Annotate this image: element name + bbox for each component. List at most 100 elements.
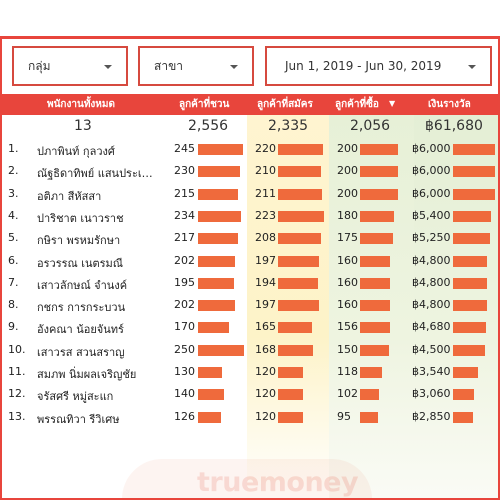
invited-bar [198,210,242,222]
purchased-value: 150 [337,342,358,356]
date-range-picker[interactable]: Jun 1, 2019 - Jun 30, 2019 [265,46,492,86]
invited-value: 250 [174,342,195,356]
sort-desc-icon[interactable]: ▼ [389,99,396,108]
invited-value: 195 [174,275,195,289]
registered-bar [278,322,313,334]
date-range-label: Jun 1, 2019 - Jun 30, 2019 [285,59,442,73]
purchased-value: 156 [337,320,358,334]
invited-bar [198,367,222,378]
table-row[interactable]: 5. กษิรา พรหมรักษา 217 208 175 ฿5,250 [2,227,498,249]
invited-value: 202 [174,253,195,267]
table-row[interactable]: 2. ณัฐธิดาทิพย์ แสนประเสริฐ 230 210 200 ฿6,00… [2,160,498,182]
registered-column-background [247,94,329,498]
group-dropdown[interactable]: กลุ่ม [12,46,128,86]
table-row[interactable]: 6. อรวรรณ เนตรมณี 202 197 160 ฿4,800 [2,250,498,272]
table-row[interactable]: 13. พรรณทิวา รีวิเศษ 126 120 95 ฿2,850 [2,406,498,428]
registered-bar [278,233,321,245]
col-header-purchased[interactable]: ลูกค้าที่ซื้อ [335,99,379,110]
purchased-bar [360,322,390,334]
registered-value: 197 [255,298,276,312]
table-row[interactable]: 7. เสาวลักษณ์ จำนงค์ 195 194 160 ฿4,800 [2,272,498,294]
employee-name: เสาวลักษณ์ จำนงค์ [37,278,128,292]
total-registered: 2,335 [268,118,309,134]
registered-bar [278,166,322,178]
invited-value: 130 [174,365,195,378]
purchased-value: 160 [337,298,358,312]
registered-value: 220 [255,142,276,155]
reward-bar [453,255,487,267]
row-rank: 8. [8,298,19,312]
chevron-down-icon [468,65,476,69]
invited-bar [198,233,238,245]
col-header-reward[interactable]: เงินรางวัล [428,99,471,110]
registered-bar [278,188,322,200]
reward-value: ฿4,800 [412,275,451,289]
table-row[interactable]: 1. ปภาพินท์ กุลวงศ์ 245 220 200 ฿6,000 [2,138,498,160]
invited-value: 126 [174,409,195,423]
registered-value: 210 [255,164,276,178]
row-rank: 10. [8,342,26,356]
table-row[interactable]: 11. สมภพ นิ่มผลเจริญชัย 130 120 118 ฿3,540 [2,361,498,383]
row-rank: 12. [8,387,26,401]
employee-name: สมภพ นิ่มผลเจริญชัย [37,368,137,381]
table-row[interactable]: 10. เสาวรส สวนสราญ 250 168 150 ฿4,500 [2,339,498,361]
invited-bar [198,389,224,401]
branch-dropdown-label: สาขา [154,58,184,73]
invited-bar [198,411,222,423]
filter-bar: กลุ่ม สาขา Jun 1, 2019 - Jun 30, 2019 [2,39,498,94]
purchased-column-background [329,94,414,498]
registered-value: 194 [255,275,276,289]
employee-name: ปาริชาต เนาวราช [37,211,124,225]
reward-bar [453,144,495,155]
employee-name: จรัสศรี หมู่สะแก [37,390,114,404]
registered-value: 197 [255,253,276,267]
reward-bar [453,411,473,423]
col-header-registered[interactable]: ลูกค้าที่สมัคร [257,99,313,110]
registered-bar [278,210,324,222]
row-rank: 7. [8,275,19,289]
table-row[interactable]: 4. ปาริชาต เนาวราช 234 223 180 ฿5,400 [2,205,498,227]
row-rank: 5. [8,231,19,245]
row-rank: 13. [8,409,26,423]
registered-value: 120 [255,409,276,423]
total-reward: ฿61,680 [425,118,483,134]
row-rank: 6. [8,253,19,267]
reward-bar [453,389,475,401]
dashboard-panel: กลุ่ม สาขา Jun 1, 2019 - Jun 30, 2019 พน… [0,36,500,500]
watermark-shape [122,459,372,498]
invited-bar [198,188,238,200]
purchased-bar [360,300,391,312]
employee-name: อังคณา น้อยจันทร์ [37,323,124,337]
reward-value: ฿4,800 [412,298,451,312]
purchased-value: 180 [337,208,358,222]
col-header-employee[interactable]: พนักงานทั้งหมด [47,99,115,110]
table-row[interactable]: 9. อังคณา น้อยจันทร์ 170 165 156 ฿4,680 [2,316,498,338]
purchased-value: 160 [337,253,358,267]
table-row[interactable]: 12. จรัสศรี หมู่สะแก 140 120 102 ฿3,060 [2,383,498,405]
reward-column-background [414,94,498,498]
purchased-value: 200 [337,186,358,200]
reward-bar [453,166,495,178]
group-dropdown-label: กลุ่ม [28,58,51,73]
table-row[interactable]: 8. กชกร การกระบวน 202 197 160 ฿4,800 [2,294,498,316]
registered-value: 165 [255,320,276,334]
reward-value: ฿6,000 [412,142,451,155]
invited-bar [198,277,234,289]
registered-bar [278,344,313,356]
invited-bar [198,255,236,267]
col-header-invited[interactable]: ลูกค้าที่ชวน [179,99,230,110]
reward-bar [453,188,495,200]
invited-value: 245 [174,142,195,155]
purchased-bar [360,144,398,155]
table-row[interactable]: 3. อติภา สีหัสสา 215 211 200 ฿6,000 [2,183,498,205]
purchased-bar [360,233,394,245]
reward-bar [453,300,487,312]
purchased-value: 200 [337,164,358,178]
table-header: พนักงานทั้งหมด ลูกค้าที่ชวน ลูกค้าที่สมั… [2,94,498,115]
reward-value: ฿3,540 [412,365,451,378]
reward-bar [453,344,485,356]
chevron-down-icon [104,65,112,69]
reward-bar [453,210,491,222]
branch-dropdown[interactable]: สาขา [138,46,254,86]
registered-bar [278,277,319,289]
